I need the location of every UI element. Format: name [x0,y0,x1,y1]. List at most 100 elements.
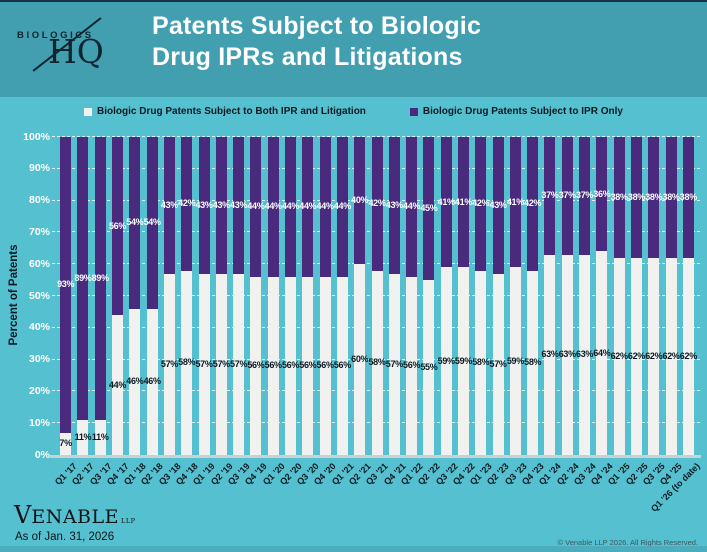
bar-segment-both [285,276,296,455]
bar-value-label-both: 62% [679,350,697,361]
copyright-notice: © Venable LLP 2026. All Rights Reserved. [557,538,698,547]
bar-segment-both [475,270,487,455]
bar-value-label-both: 57% [489,358,507,369]
bar-segment-ipr-only [198,137,210,274]
bar-segment-both [440,267,452,455]
bar-value-label-both: 56% [299,360,317,371]
legend-item-both: Biologic Drug Patents Subject to Both IP… [84,106,366,117]
bar-value-label-both: 63% [541,349,559,360]
x-axis-line [50,455,701,458]
y-tick-label: 30% [28,353,50,366]
bar-value-label-ipr-only: 45% [420,203,438,214]
bar-segment-both [630,257,642,455]
bar-value-label-both: 58% [472,357,490,368]
bar-segment-both [302,276,314,455]
y-tick-label: 40% [28,321,50,334]
bar-value-label-both: 63% [558,349,576,360]
bar-value-label-ipr-only: 38% [610,191,628,202]
bar-value-label-ipr-only: 44% [299,201,317,212]
bar-segment-both [129,308,141,455]
bar-value-label-ipr-only: 38% [627,191,646,202]
bottom-border-strip [0,546,707,552]
bar-segment-both [215,273,227,455]
bar-segment-both [319,276,331,455]
bar-value-label-ipr-only: 38% [679,191,697,202]
bar-value-label-ipr-only: 43% [160,199,178,210]
bar-segment-both [613,257,625,455]
bar-segment-ipr-only [267,137,279,277]
bar-value-label-ipr-only: 42% [178,198,196,209]
bar-segment-ipr-only [579,137,591,255]
bar-value-label-both: 7% [59,438,72,449]
bar-value-label-both: 59% [506,355,524,366]
legend-swatch-ipr-only [409,107,418,116]
bar-segment-both [648,257,660,455]
bar-value-label-both: 56% [247,360,265,371]
bar-value-label-ipr-only: 42% [368,198,386,209]
legend-label-both: Biologic Drug Patents Subject to Both IP… [97,106,366,117]
bar-segment-ipr-only [440,137,452,268]
bar-value-label-ipr-only: 44% [403,201,421,212]
bar-value-label-both: 56% [333,360,351,371]
bar-value-label-ipr-only: 41% [437,196,455,207]
bar-segment-both [163,273,175,455]
bar-value-label-both: 11% [91,432,109,442]
bar-segment-both [267,276,279,455]
bar-segment-both [492,273,504,455]
bar-segment-ipr-only [60,137,72,433]
bar-value-label-both: 46% [126,376,144,387]
bar-value-label-ipr-only: 43% [489,199,507,210]
bar-segment-ipr-only [509,137,521,268]
bar-segment-ipr-only [423,137,435,281]
bar-value-label-both: 59% [454,355,473,366]
bar-segment-both [181,270,193,455]
bar-segment-ipr-only [630,137,642,258]
bar-value-label-ipr-only: 43% [195,199,213,210]
bar-segment-both [60,432,72,455]
logo-biologics-text: BIOLOGICS [17,30,94,41]
bar-value-label-both: 62% [662,350,680,361]
bar-segment-ipr-only [457,137,469,268]
bar-segment-both [406,276,418,455]
bar-segment-ipr-only [492,137,504,274]
bar-segment-ipr-only [388,137,400,274]
bar-value-label-ipr-only: 41% [506,196,524,207]
bar-value-label-ipr-only: 54% [143,217,161,228]
bar-segment-both [596,251,608,455]
bar-value-label-ipr-only: 42% [472,198,490,209]
bar-segment-ipr-only [285,137,296,277]
y-axis-title: Percent of Patents [8,244,20,346]
bar-segment-ipr-only [406,137,418,277]
page-title-line1: Patents Subject to Biologic [152,12,482,40]
bar-value-label-ipr-only: 40% [351,195,369,206]
bar-segment-both [509,267,521,455]
bar-segment-both [112,315,124,455]
bar-segment-both [388,273,400,455]
bar-value-label-both: 59% [437,355,455,366]
bar-value-label-ipr-only: 56% [108,220,127,231]
biologicshq-logo: BIOLOGICS HQ [12,12,147,90]
y-tick-label: 0% [34,448,50,461]
bar-segment-ipr-only [596,137,608,252]
bar-segment-ipr-only [665,137,677,258]
bar-segment-both [665,257,677,455]
bar-segment-ipr-only [682,137,694,258]
bar-segment-both [371,270,383,455]
bar-value-label-both: 58% [178,357,196,368]
bar-segment-ipr-only [250,137,262,277]
bar-segment-ipr-only [163,137,175,274]
bar-segment-both [146,308,158,455]
venable-logo-llp: LLP [121,517,136,525]
bar-value-label-ipr-only: 44% [333,201,351,212]
y-tick-label: 10% [28,416,50,429]
bar-value-label-ipr-only: 93% [57,279,75,290]
chart-legend: Biologic Drug Patents Subject to Both IP… [0,106,707,117]
bar-segment-ipr-only [146,137,158,309]
legend-item-ipr-only: Biologic Drug Patents Subject to IPR Onl… [409,106,623,117]
venable-logo-initial: V [14,501,32,529]
bar-value-label-both: 57% [385,358,403,369]
bar-segment-both [198,273,210,455]
bar-segment-ipr-only [129,137,141,309]
